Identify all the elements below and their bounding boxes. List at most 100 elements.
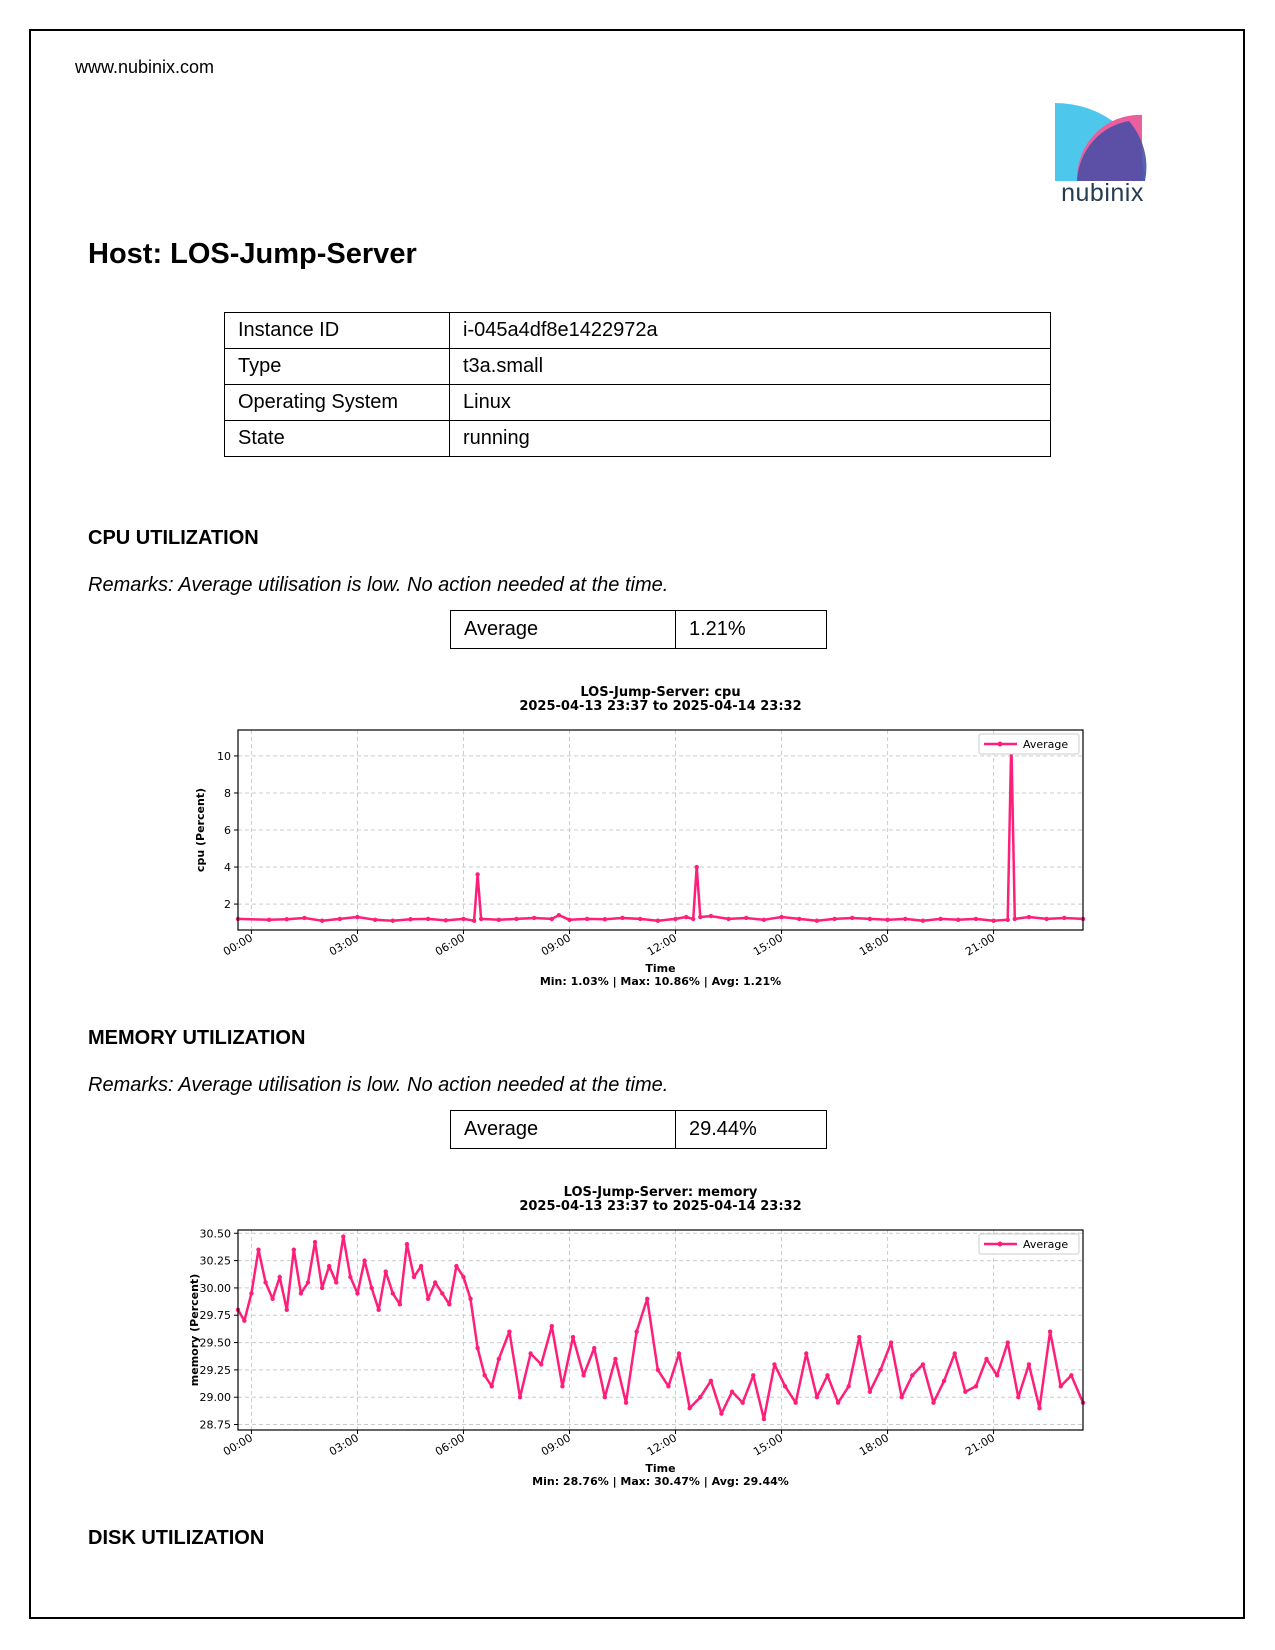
x-tick-label: 18:00 xyxy=(857,1431,891,1458)
memory-remarks: Remarks: Average utilisation is low. No … xyxy=(88,1074,669,1096)
instance-info-table: Instance ID i-045a4df8e1422972a Type t3a… xyxy=(224,312,1051,457)
y-tick-label: 8 xyxy=(224,787,231,800)
data-point xyxy=(528,1351,533,1356)
data-point xyxy=(708,1378,714,1384)
y-tick-label: 29.00 xyxy=(200,1391,232,1404)
data-point xyxy=(963,1389,968,1394)
x-tick-label: 21:00 xyxy=(963,1431,997,1458)
logo-wordmark: nubinix xyxy=(1061,179,1144,207)
data-point xyxy=(903,916,908,922)
data-point xyxy=(319,1285,325,1291)
data-point xyxy=(447,1302,452,1307)
data-point xyxy=(634,1329,639,1334)
data-point xyxy=(440,1291,445,1296)
data-point xyxy=(620,915,625,921)
data-point xyxy=(390,1291,395,1296)
data-point xyxy=(744,915,749,921)
data-point xyxy=(804,1351,809,1356)
data-point xyxy=(920,918,926,923)
legend-label: Average xyxy=(1023,1238,1068,1251)
data-point xyxy=(319,918,325,923)
chart-subtitle: 2025-04-13 23:37 to 2025-04-14 23:32 xyxy=(519,1199,801,1214)
data-point xyxy=(920,1362,926,1367)
data-point xyxy=(1058,1384,1063,1389)
data-point xyxy=(549,1323,555,1329)
data-point xyxy=(952,1351,957,1356)
data-point xyxy=(489,1384,494,1389)
legend-marker xyxy=(997,1241,1003,1247)
cpu-average-value: 1.21% xyxy=(675,610,827,649)
data-point xyxy=(298,1291,304,1296)
cpu-heading: CPU UTILIZATION xyxy=(88,527,259,549)
data-point xyxy=(973,916,979,922)
data-point xyxy=(355,1291,360,1296)
instance-id-label: Instance ID xyxy=(224,312,450,349)
data-point xyxy=(383,1269,388,1274)
data-point xyxy=(425,1296,431,1302)
data-point xyxy=(1044,916,1049,922)
data-point xyxy=(1069,1373,1074,1378)
data-point xyxy=(698,1395,703,1400)
data-point xyxy=(602,1395,608,1400)
data-point xyxy=(846,1384,851,1389)
y-axis-label: cpu (Percent) xyxy=(194,788,207,872)
data-point xyxy=(623,1400,629,1405)
data-point xyxy=(482,1373,487,1378)
data-point xyxy=(698,914,703,920)
legend-box xyxy=(978,733,1080,755)
data-point xyxy=(899,1395,904,1400)
data-point xyxy=(676,1351,682,1356)
data-point xyxy=(613,1356,618,1362)
data-point xyxy=(514,916,519,922)
data-point xyxy=(888,1340,894,1345)
instance-id-value: i-045a4df8e1422972a xyxy=(449,312,1051,349)
data-point xyxy=(305,1280,311,1285)
table-row: Instance ID i-045a4df8e1422972a xyxy=(224,312,1051,349)
data-point xyxy=(560,1384,565,1389)
data-point xyxy=(1026,1362,1032,1367)
x-tick-label: 21:00 xyxy=(963,931,997,958)
table-row: Operating System Linux xyxy=(224,384,1051,421)
x-axis-label: Time xyxy=(645,962,675,975)
x-tick-label: 03:00 xyxy=(327,1431,361,1458)
data-point xyxy=(581,1373,586,1378)
data-point xyxy=(602,917,608,922)
data-point xyxy=(397,1302,403,1307)
data-point xyxy=(984,1356,989,1362)
nubinix-logo: nubinix xyxy=(1055,103,1150,215)
type-label: Type xyxy=(224,348,450,385)
data-point xyxy=(991,918,996,923)
data-point xyxy=(418,1263,424,1269)
data-point xyxy=(337,916,342,922)
y-axis-label: memory (Percent) xyxy=(188,1274,201,1386)
data-point xyxy=(637,916,643,922)
data-point xyxy=(270,1296,275,1302)
state-value: running xyxy=(449,420,1051,457)
data-point xyxy=(1062,915,1067,921)
data-point xyxy=(443,918,449,923)
data-point xyxy=(334,1280,339,1285)
data-point xyxy=(814,918,820,923)
data-point xyxy=(549,916,555,922)
data-point xyxy=(376,1307,381,1312)
cpu-average-table: Average 1.21% xyxy=(450,610,827,649)
data-point xyxy=(931,1400,936,1405)
data-point xyxy=(1047,1329,1053,1334)
memory-average-table: Average 29.44% xyxy=(450,1110,827,1149)
data-point xyxy=(910,1373,915,1378)
page-border xyxy=(29,29,1245,1619)
data-point xyxy=(956,917,961,923)
x-tick-label: 18:00 xyxy=(857,931,891,958)
data-point xyxy=(772,1362,777,1367)
data-point xyxy=(1037,1405,1042,1411)
type-value: t3a.small xyxy=(449,348,1051,385)
data-point xyxy=(242,1318,247,1323)
data-point xyxy=(835,1400,841,1405)
data-point xyxy=(531,915,537,921)
data-point xyxy=(404,1242,410,1247)
data-point xyxy=(263,1280,268,1285)
table-row: Average 1.21% xyxy=(450,610,827,649)
y-tick-label: 2 xyxy=(224,898,231,911)
